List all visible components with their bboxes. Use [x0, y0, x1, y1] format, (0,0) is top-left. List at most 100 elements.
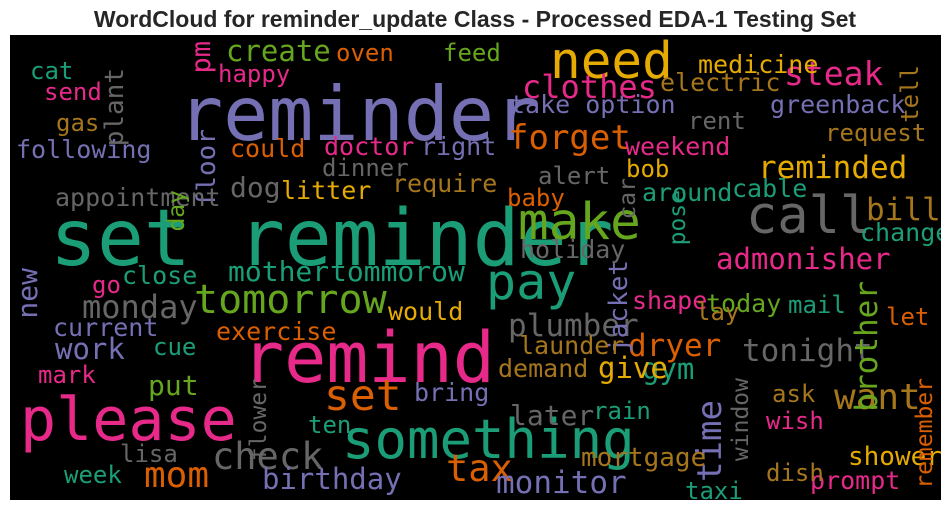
word-ten: ten	[308, 411, 352, 439]
word-exercise: exercise	[216, 317, 337, 346]
word-new: new	[11, 268, 44, 319]
word-mom: mom	[144, 455, 210, 496]
word-electric: electric	[660, 68, 781, 97]
word-put: put	[148, 369, 199, 402]
word-gym: gym	[642, 352, 695, 386]
word-shape: shape	[632, 286, 708, 315]
word-bring: bring	[414, 378, 490, 407]
word-admonisher: admonisher	[716, 242, 891, 276]
word-plumber: plumber	[508, 308, 639, 344]
word-car: car	[615, 178, 641, 220]
word-mail: mail	[788, 291, 846, 319]
word-bill: bill	[866, 192, 941, 228]
word-create: create	[226, 35, 331, 68]
word-call: call	[746, 186, 872, 246]
word-birthday: birthday	[262, 462, 402, 496]
word-later: later	[510, 399, 595, 432]
word-wish: wish	[766, 407, 824, 435]
word-steak: steak	[784, 54, 884, 93]
word-happy: happy	[218, 60, 291, 88]
word-greenback: greenback	[770, 90, 906, 119]
word-medicine: medicine	[698, 50, 819, 79]
word-gas: gas	[56, 109, 100, 137]
chart-title: WordCloud for reminder_update Class - Pr…	[93, 6, 857, 32]
word-dish: dish	[766, 459, 824, 487]
word-right: right	[421, 132, 497, 161]
word-mother: mother	[228, 255, 330, 288]
word-mortgage: mortgage	[581, 443, 707, 473]
word-work: work	[55, 332, 125, 366]
word-let: let	[886, 303, 930, 331]
word-dog: dog	[230, 171, 281, 204]
word-flower: flower	[246, 378, 272, 462]
word-something: something	[342, 408, 635, 471]
word-pay: pay	[486, 253, 577, 311]
word-brother: brother	[849, 281, 885, 412]
word-check: check	[212, 435, 324, 478]
word-baby: baby	[507, 184, 565, 212]
word-take-option: take option	[510, 90, 676, 119]
word-remind: remind	[242, 317, 495, 399]
word-litter: litter	[281, 176, 372, 205]
word-make: make	[518, 193, 641, 252]
word-current: current	[53, 313, 159, 342]
word-launder: launder	[519, 331, 625, 360]
word-send: send	[44, 78, 102, 106]
word-tonight: tonight	[742, 333, 873, 369]
word-holiday: holiday	[520, 235, 626, 264]
word-tell: tell	[896, 65, 924, 123]
word-want: want	[834, 377, 921, 418]
word-demand: demand	[498, 354, 589, 383]
word-set-reminder: set reminder	[50, 194, 614, 284]
word-cue: cue	[153, 333, 197, 361]
word-could: could	[230, 134, 306, 163]
word-ask: ask	[772, 380, 816, 408]
word-appointment: appointment	[55, 183, 221, 212]
word-bob: bob	[626, 155, 670, 183]
word-request: request	[825, 119, 927, 147]
word-alert: alert	[538, 162, 611, 190]
word-following: following	[16, 135, 152, 164]
word-reminder: reminder	[178, 70, 540, 158]
word-would: would	[388, 297, 464, 326]
word-cable: cable	[732, 174, 808, 203]
word-forget: forget	[508, 118, 631, 158]
word-set: set	[324, 371, 402, 421]
word-window: window	[728, 378, 754, 462]
word-clothes: clothes	[522, 68, 657, 106]
word-dryer: dryer	[628, 328, 722, 364]
word-require: require	[392, 169, 498, 198]
word-around: around	[642, 178, 733, 207]
word-mark: mark	[38, 361, 96, 389]
word-pose: pose	[665, 190, 691, 246]
word-monitor: monitor	[496, 465, 627, 500]
word-week: week	[64, 461, 122, 489]
word-please: please	[20, 385, 237, 455]
word-lisa: lisa	[120, 440, 178, 468]
word-dinner: dinner	[322, 154, 409, 182]
word-feed: feed	[443, 39, 501, 67]
word-lay: lay	[696, 298, 740, 326]
word-monday: monday	[82, 288, 198, 326]
word-go: go	[92, 271, 121, 299]
word-remember: remember	[912, 378, 938, 489]
word-need: need	[550, 35, 673, 91]
word-tommorow: tommorow	[330, 255, 465, 288]
word-tomorrow: tomorrow	[194, 277, 387, 323]
word-weekend: weekend	[625, 132, 731, 161]
word-today: today	[706, 289, 782, 318]
word-rain: rain	[593, 397, 651, 425]
word-day: day	[164, 190, 190, 232]
wordcloud-canvas: set reminder reminder remind please somethin…	[10, 35, 941, 500]
word-cat: cat	[30, 57, 74, 85]
word-taxi: taxi	[685, 477, 743, 500]
word-give: give	[598, 351, 668, 385]
word-oven: oven	[336, 39, 394, 67]
word-rent: rent	[688, 107, 746, 135]
word-shower: shower	[848, 442, 941, 472]
word-close: close	[122, 261, 198, 290]
word-prompt: prompt	[810, 466, 901, 495]
word-tax: tax	[446, 447, 513, 490]
word-reminded: reminded	[758, 150, 908, 186]
word-change: change	[860, 218, 941, 247]
